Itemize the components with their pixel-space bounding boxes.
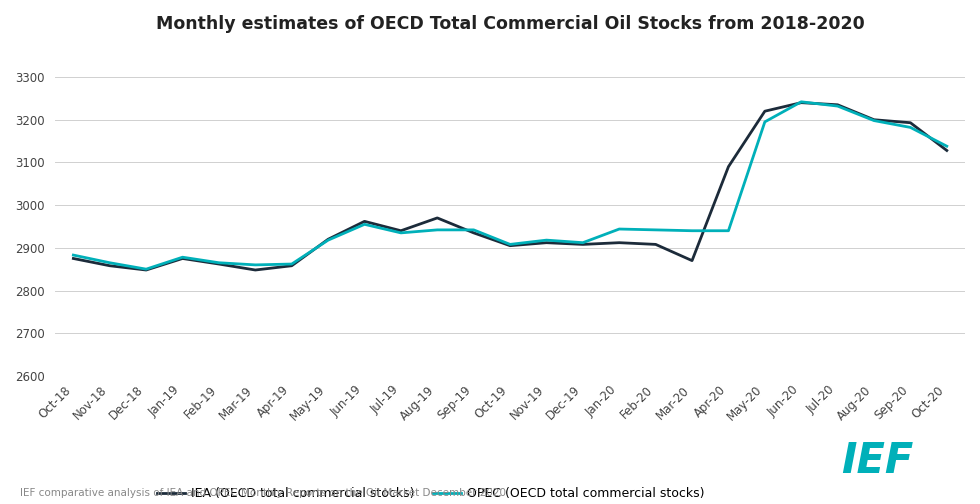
Title: Monthly estimates of OECD Total Commercial Oil Stocks from 2018-2020: Monthly estimates of OECD Total Commerci… (156, 15, 864, 33)
Legend: IEA (OECD total commercial stocks), OPEC (OECD total commercial stocks): IEA (OECD total commercial stocks), OPEC… (153, 482, 710, 504)
Text: IEF: IEF (841, 440, 913, 482)
Text: IEF comparative analysis of IEA and OPEC Monthly Reports on the Oil Market Decem: IEF comparative analysis of IEA and OPEC… (20, 488, 506, 498)
